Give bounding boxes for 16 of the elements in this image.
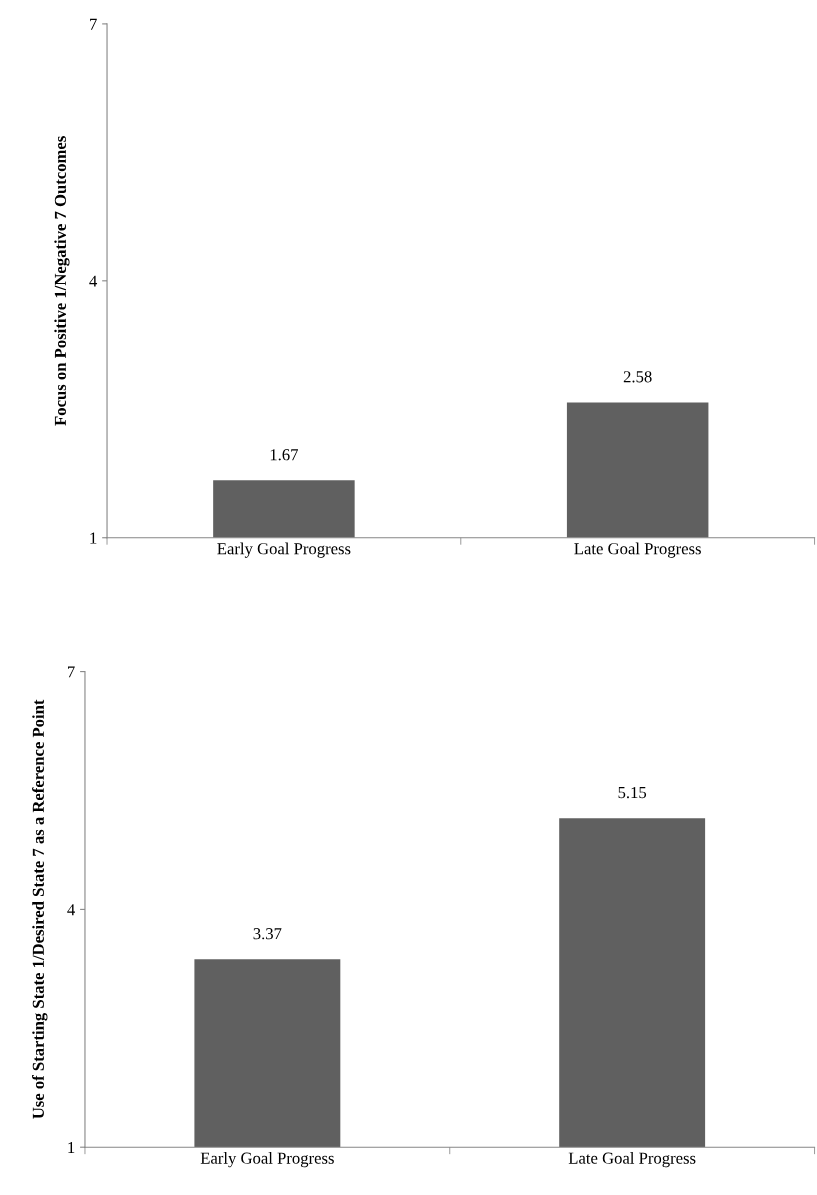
data-label: 3.37 [253, 928, 282, 940]
y-tick-label: 4 [67, 904, 75, 916]
data-label: 5.15 [618, 787, 647, 799]
y-tick-label: 4 [89, 275, 98, 287]
y-tick-label: 1 [90, 532, 97, 544]
y-axis-title: Focus on Positive 1/Negative 7 Outcomes [54, 136, 70, 426]
x-tick-label: Early Goal Progress [217, 542, 351, 558]
y-tick-label: 7 [90, 18, 97, 30]
data-label: 1.67 [270, 449, 299, 461]
data-label: 2.58 [623, 371, 652, 383]
y-tick-label: 7 [68, 666, 75, 678]
y-axis-title: Use of Starting State 1/Desired State 7 as a Reference Point [32, 699, 48, 1119]
x-tick-label: Late Goal Progress [568, 1152, 696, 1168]
y-tick-label: 1 [68, 1141, 75, 1153]
x-tick-label: Late Goal Progress [574, 542, 701, 558]
x-tick-label: Early Goal Progress [200, 1152, 334, 1168]
